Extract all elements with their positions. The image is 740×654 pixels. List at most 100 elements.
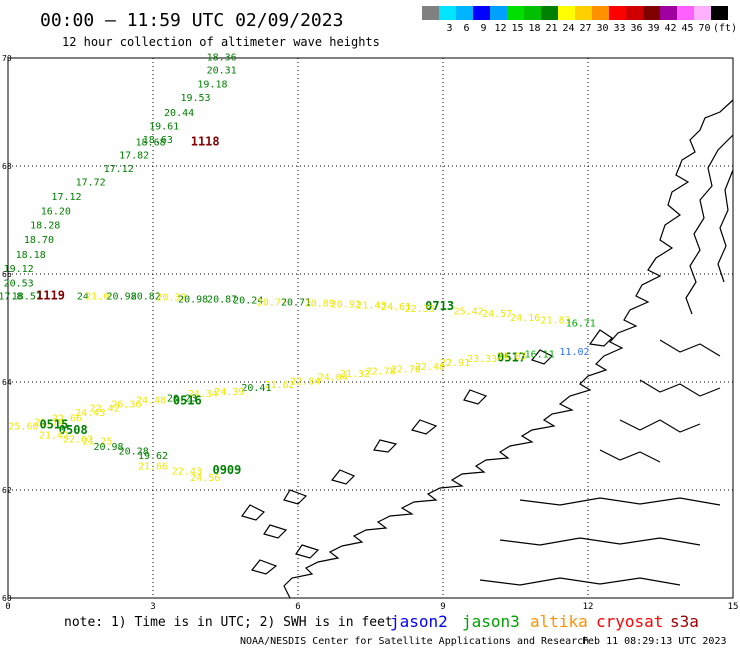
wave-height-label: 18.36 — [207, 53, 237, 64]
legend-swatch — [490, 6, 507, 20]
wave-height-label: 17.72 — [76, 177, 106, 188]
legend-swatch — [626, 6, 643, 20]
wave-height-label: 20.23 — [167, 393, 197, 404]
axis-labels: 70 68 66 64 62 600 3 6 9 12 15 — [2, 54, 738, 612]
lon-tick-label: 12 — [583, 602, 594, 612]
wave-height-label: 25.42 — [454, 307, 484, 318]
wave-height-label: 21.66 — [138, 461, 168, 472]
wave-height-label: 22.91 — [440, 358, 470, 369]
wave-height-label: 20.71 — [281, 297, 311, 308]
legend-swatch — [575, 6, 592, 20]
wave-height-label: 20.41 — [241, 383, 271, 394]
lat-tick-label: 60 — [2, 594, 12, 603]
legend-label: 33 — [613, 23, 625, 34]
wave-height-label: 18.28 — [30, 221, 60, 232]
wave-height-label: 22.78 — [366, 366, 396, 377]
map-frame — [7, 57, 734, 599]
legend-label: 15 — [511, 23, 523, 34]
wave-height-label: 17.82 — [119, 150, 149, 161]
wave-height-label: 22.70 — [391, 364, 421, 375]
legend-swatch — [711, 6, 728, 20]
coastline-norway — [241, 99, 734, 599]
legend-label: 6 — [463, 23, 469, 34]
wave-height-label: 19.53 — [180, 93, 210, 104]
wave-height-label: 20.98 — [178, 295, 208, 306]
legend-swatch — [524, 6, 541, 20]
legend-label: 24 — [562, 23, 574, 34]
legend-unit: (ft) — [713, 23, 737, 34]
legend-swatch — [541, 6, 558, 20]
lat-tick-label: 68 — [2, 162, 12, 171]
wave-height-label: 20.44 — [164, 108, 194, 119]
legend-label: 39 — [647, 23, 659, 34]
satellite-legend: jason2 jason3 altika cryosat s3a — [390, 612, 699, 631]
lon-tick-label: 15 — [728, 602, 739, 612]
wave-height-label: 0517 — [497, 350, 526, 364]
wave-height-label: 20.24 — [233, 296, 263, 307]
lon-tick-label: 9 — [440, 602, 445, 612]
wave-height-label: 19.62 — [138, 451, 168, 462]
legend-swatch — [439, 6, 456, 20]
wave-height-label: 0508 — [59, 423, 88, 437]
wave-height-label: 16.71 — [566, 318, 596, 329]
wave-height-label: 20.28 — [119, 446, 149, 457]
wave-height-label: 16.20 — [41, 207, 71, 218]
wave-height-label: 24.57 — [482, 309, 512, 320]
wave-height-label: 22.62 — [63, 434, 93, 445]
satellite-name: jason2 — [390, 612, 448, 631]
legend-swatch — [507, 6, 524, 20]
wave-height-label: 21.74 — [34, 418, 64, 429]
legend-swatch — [422, 6, 439, 20]
legend-label: 18 — [528, 23, 540, 34]
wave-height-label: 20.98 — [107, 291, 137, 302]
wave-height-label: 20.32 — [156, 292, 186, 303]
legend-swatch — [660, 6, 677, 20]
wave-height-label: 26.36 — [111, 399, 141, 410]
page-subtitle: 12 hour collection of altimeter wave hei… — [62, 35, 380, 49]
wave-height-label: 21.43 — [356, 301, 386, 312]
wave-height-label: 25.60 — [8, 422, 38, 433]
wave-height-label: 22.33 — [405, 304, 435, 315]
legend-swatch — [456, 6, 473, 20]
wave-height-label: 20.77 — [257, 297, 287, 308]
wave-height-label: 0515 — [39, 417, 68, 431]
wave-height-label: 21.83 — [541, 316, 571, 327]
footer-timestamp: Feb 11 08:29:13 UTC 2023 — [582, 636, 727, 647]
wave-height-label: 22.43 — [172, 466, 202, 477]
legend-swatch — [473, 6, 490, 20]
footer-note: note: 1) Time is in UTC; 2) SWH is in fe… — [64, 615, 393, 630]
lon-tick-label: 0 — [5, 602, 10, 612]
legend-swatch — [592, 6, 609, 20]
wave-height-label: 18.63 — [143, 135, 173, 146]
wave-height-label: 21.32 — [340, 369, 370, 380]
lat-tick-label: 62 — [2, 486, 12, 495]
wave-height-label: 20.53 — [4, 278, 34, 289]
wave-height-label: 24 — [77, 291, 89, 302]
lon-tick-label: 3 — [150, 602, 155, 612]
wave-height-label: 24.61 — [381, 302, 411, 313]
lat-tick-label: 70 — [2, 54, 12, 63]
legend-label: 27 — [579, 23, 591, 34]
legend-swatch — [609, 6, 626, 20]
wave-height-label: 17.12 — [51, 192, 81, 203]
legend-label: 70 — [698, 23, 710, 34]
legend-label: 9 — [480, 23, 486, 34]
legend-label: 45 — [681, 23, 693, 34]
legend-swatch — [694, 6, 711, 20]
wave-height-label: 16.11 — [525, 350, 555, 361]
wave-height-label: 21.42 — [39, 431, 69, 442]
wave-height-label: 22.66 — [52, 413, 82, 424]
satellite-name: jason3 — [462, 612, 520, 631]
legend-label: 30 — [596, 23, 608, 34]
wave-height-label: 18.57 — [12, 291, 42, 302]
wave-height-label: 24.56 — [190, 473, 220, 484]
legend-swatch — [643, 6, 660, 20]
wave-height-label: 22.42 — [90, 404, 120, 415]
wave-height-label: 22.84 — [290, 377, 320, 388]
wave-height-label: 0909 — [212, 463, 241, 477]
legend-label: 12 — [494, 23, 506, 34]
wave-height-label: 20.89 — [305, 298, 335, 309]
wave-height-label: 24.48 — [136, 396, 166, 407]
wave-height-label: 19.18 — [197, 80, 227, 91]
